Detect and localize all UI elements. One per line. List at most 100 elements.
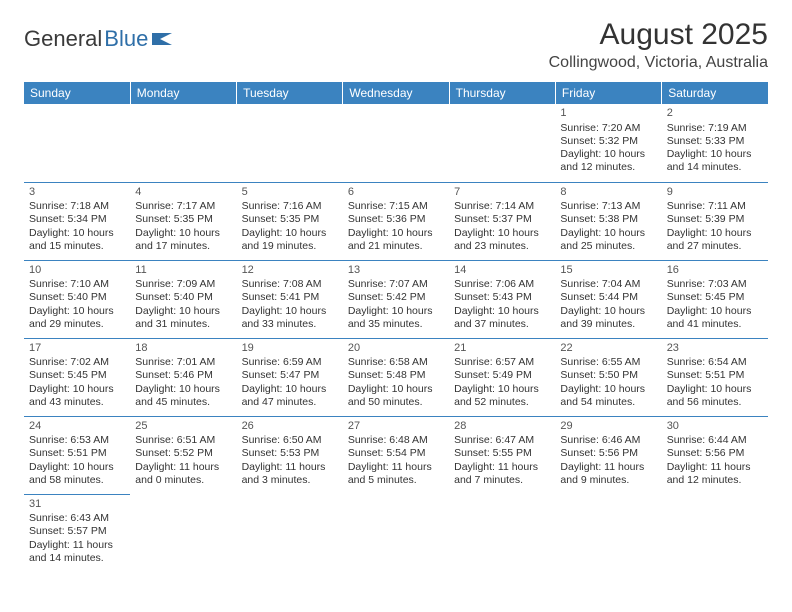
- sunrise-text: Sunrise: 6:44 AM: [667, 434, 763, 447]
- calendar-day-cell: 9Sunrise: 7:11 AMSunset: 5:39 PMDaylight…: [662, 182, 768, 260]
- day-number: 30: [667, 420, 763, 434]
- sunrise-text: Sunrise: 7:02 AM: [29, 356, 125, 369]
- sunset-text: Sunset: 5:43 PM: [454, 291, 550, 304]
- day-number: 26: [242, 420, 338, 434]
- calendar-day-cell: 4Sunrise: 7:17 AMSunset: 5:35 PMDaylight…: [130, 182, 236, 260]
- calendar-week-row: 3Sunrise: 7:18 AMSunset: 5:34 PMDaylight…: [24, 182, 768, 260]
- sunset-text: Sunset: 5:56 PM: [667, 447, 763, 460]
- sunset-text: Sunset: 5:42 PM: [348, 291, 444, 304]
- day-header: Sunday: [24, 82, 130, 104]
- day-number: 6: [348, 186, 444, 200]
- calendar-week-row: 31Sunrise: 6:43 AMSunset: 5:57 PMDayligh…: [24, 494, 768, 572]
- day-header: Tuesday: [237, 82, 343, 104]
- day-number: 12: [242, 264, 338, 278]
- day-header: Friday: [555, 82, 661, 104]
- calendar-day-cell: 11Sunrise: 7:09 AMSunset: 5:40 PMDayligh…: [130, 260, 236, 338]
- daylight-text: Daylight: 10 hours and 27 minutes.: [667, 227, 763, 253]
- sunset-text: Sunset: 5:33 PM: [667, 135, 763, 148]
- day-number: 3: [29, 186, 125, 200]
- calendar-empty-cell: [662, 494, 768, 572]
- calendar-empty-cell: [449, 104, 555, 182]
- calendar-empty-cell: [343, 494, 449, 572]
- daylight-text: Daylight: 10 hours and 19 minutes.: [242, 227, 338, 253]
- day-number: 4: [135, 186, 231, 200]
- calendar-day-cell: 23Sunrise: 6:54 AMSunset: 5:51 PMDayligh…: [662, 338, 768, 416]
- sunrise-text: Sunrise: 6:48 AM: [348, 434, 444, 447]
- day-number: 19: [242, 342, 338, 356]
- daylight-text: Daylight: 11 hours and 12 minutes.: [667, 461, 763, 487]
- sunset-text: Sunset: 5:40 PM: [135, 291, 231, 304]
- sunrise-text: Sunrise: 7:20 AM: [560, 122, 656, 135]
- calendar-day-cell: 6Sunrise: 7:15 AMSunset: 5:36 PMDaylight…: [343, 182, 449, 260]
- daylight-text: Daylight: 11 hours and 3 minutes.: [242, 461, 338, 487]
- daylight-text: Daylight: 10 hours and 45 minutes.: [135, 383, 231, 409]
- daylight-text: Daylight: 10 hours and 47 minutes.: [242, 383, 338, 409]
- day-number: 24: [29, 420, 125, 434]
- day-number: 18: [135, 342, 231, 356]
- day-number: 1: [560, 107, 656, 121]
- sunrise-text: Sunrise: 7:13 AM: [560, 200, 656, 213]
- day-header: Thursday: [449, 82, 555, 104]
- daylight-text: Daylight: 11 hours and 5 minutes.: [348, 461, 444, 487]
- month-title: August 2025: [549, 18, 768, 52]
- day-number: 2: [667, 107, 763, 121]
- daylight-text: Daylight: 10 hours and 52 minutes.: [454, 383, 550, 409]
- day-number: 10: [29, 264, 125, 278]
- sunset-text: Sunset: 5:51 PM: [667, 369, 763, 382]
- sunset-text: Sunset: 5:35 PM: [135, 213, 231, 226]
- calendar-empty-cell: [237, 104, 343, 182]
- day-number: 11: [135, 264, 231, 278]
- daylight-text: Daylight: 10 hours and 43 minutes.: [29, 383, 125, 409]
- daylight-text: Daylight: 10 hours and 58 minutes.: [29, 461, 125, 487]
- sunrise-text: Sunrise: 7:07 AM: [348, 278, 444, 291]
- calendar-day-cell: 10Sunrise: 7:10 AMSunset: 5:40 PMDayligh…: [24, 260, 130, 338]
- sunrise-text: Sunrise: 6:54 AM: [667, 356, 763, 369]
- calendar-day-cell: 30Sunrise: 6:44 AMSunset: 5:56 PMDayligh…: [662, 416, 768, 494]
- logo-text-1: General: [24, 26, 102, 52]
- calendar-day-cell: 21Sunrise: 6:57 AMSunset: 5:49 PMDayligh…: [449, 338, 555, 416]
- day-number: 31: [29, 498, 125, 512]
- sunrise-text: Sunrise: 7:14 AM: [454, 200, 550, 213]
- calendar-day-cell: 19Sunrise: 6:59 AMSunset: 5:47 PMDayligh…: [237, 338, 343, 416]
- calendar-day-cell: 14Sunrise: 7:06 AMSunset: 5:43 PMDayligh…: [449, 260, 555, 338]
- calendar-day-cell: 12Sunrise: 7:08 AMSunset: 5:41 PMDayligh…: [237, 260, 343, 338]
- calendar-day-cell: 22Sunrise: 6:55 AMSunset: 5:50 PMDayligh…: [555, 338, 661, 416]
- sunset-text: Sunset: 5:49 PM: [454, 369, 550, 382]
- sunrise-text: Sunrise: 6:58 AM: [348, 356, 444, 369]
- day-number: 17: [29, 342, 125, 356]
- daylight-text: Daylight: 10 hours and 41 minutes.: [667, 305, 763, 331]
- calendar-day-cell: 7Sunrise: 7:14 AMSunset: 5:37 PMDaylight…: [449, 182, 555, 260]
- sunrise-text: Sunrise: 7:09 AM: [135, 278, 231, 291]
- logo-flag-icon: [152, 31, 174, 47]
- calendar-day-cell: 15Sunrise: 7:04 AMSunset: 5:44 PMDayligh…: [555, 260, 661, 338]
- calendar-day-cell: 16Sunrise: 7:03 AMSunset: 5:45 PMDayligh…: [662, 260, 768, 338]
- daylight-text: Daylight: 10 hours and 39 minutes.: [560, 305, 656, 331]
- daylight-text: Daylight: 10 hours and 33 minutes.: [242, 305, 338, 331]
- sunset-text: Sunset: 5:46 PM: [135, 369, 231, 382]
- sunset-text: Sunset: 5:44 PM: [560, 291, 656, 304]
- sunset-text: Sunset: 5:45 PM: [667, 291, 763, 304]
- day-number: 8: [560, 186, 656, 200]
- sunrise-text: Sunrise: 7:10 AM: [29, 278, 125, 291]
- logo-text-2: Blue: [104, 26, 148, 52]
- sunset-text: Sunset: 5:38 PM: [560, 213, 656, 226]
- calendar-day-cell: 24Sunrise: 6:53 AMSunset: 5:51 PMDayligh…: [24, 416, 130, 494]
- calendar-week-row: 24Sunrise: 6:53 AMSunset: 5:51 PMDayligh…: [24, 416, 768, 494]
- calendar-day-cell: 26Sunrise: 6:50 AMSunset: 5:53 PMDayligh…: [237, 416, 343, 494]
- calendar-empty-cell: [130, 494, 236, 572]
- sunset-text: Sunset: 5:32 PM: [560, 135, 656, 148]
- day-number: 5: [242, 186, 338, 200]
- calendar-week-row: 1Sunrise: 7:20 AMSunset: 5:32 PMDaylight…: [24, 104, 768, 182]
- sunrise-text: Sunrise: 7:03 AM: [667, 278, 763, 291]
- daylight-text: Daylight: 10 hours and 15 minutes.: [29, 227, 125, 253]
- sunset-text: Sunset: 5:45 PM: [29, 369, 125, 382]
- sunset-text: Sunset: 5:50 PM: [560, 369, 656, 382]
- sunrise-text: Sunrise: 6:53 AM: [29, 434, 125, 447]
- calendar-day-cell: 2Sunrise: 7:19 AMSunset: 5:33 PMDaylight…: [662, 104, 768, 182]
- calendar-day-cell: 17Sunrise: 7:02 AMSunset: 5:45 PMDayligh…: [24, 338, 130, 416]
- calendar-day-cell: 28Sunrise: 6:47 AMSunset: 5:55 PMDayligh…: [449, 416, 555, 494]
- calendar-week-row: 17Sunrise: 7:02 AMSunset: 5:45 PMDayligh…: [24, 338, 768, 416]
- day-number: 23: [667, 342, 763, 356]
- daylight-text: Daylight: 11 hours and 9 minutes.: [560, 461, 656, 487]
- calendar-day-cell: 1Sunrise: 7:20 AMSunset: 5:32 PMDaylight…: [555, 104, 661, 182]
